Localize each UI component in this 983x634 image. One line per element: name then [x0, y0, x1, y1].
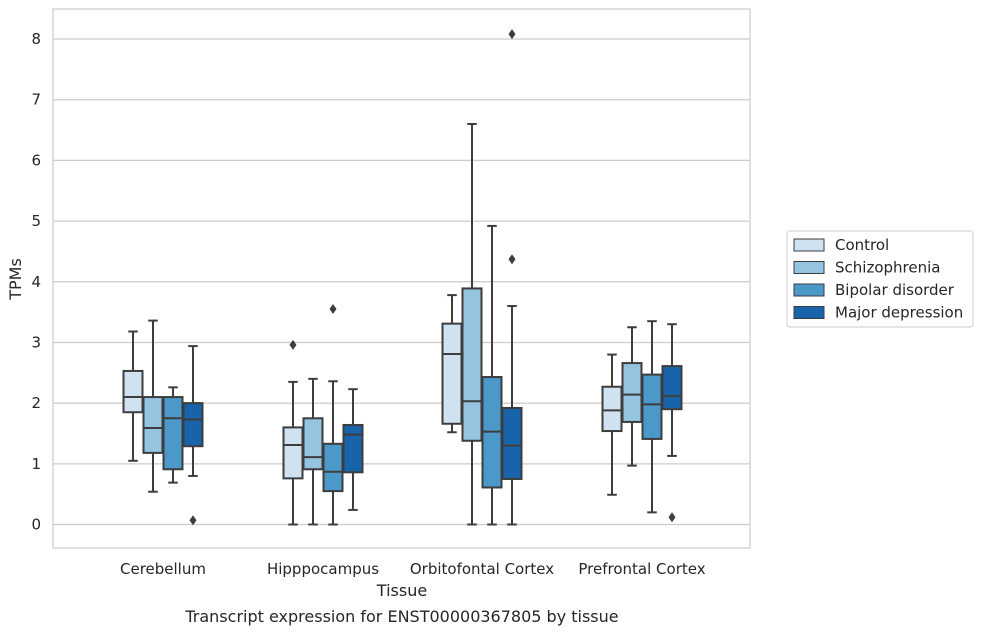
y-tick-label: 7	[31, 91, 41, 109]
series-control	[122, 294, 623, 526]
box-hipppocampus	[302, 377, 324, 526]
legend-label: Major depression	[835, 304, 963, 322]
legend-frame	[786, 230, 974, 328]
series-schizophrenia	[142, 122, 643, 526]
box-orbitofontal-cortex	[501, 29, 523, 526]
y-tick-labels: 0 1 2 3 4 5 6 7 8	[31, 30, 41, 534]
y-tick-label: 8	[31, 30, 41, 48]
outlier-point	[189, 515, 197, 526]
box-iqr	[162, 396, 184, 471]
outlier-point	[289, 339, 297, 350]
box-iqr	[661, 365, 683, 411]
y-tick-label: 2	[31, 394, 41, 412]
legend-label: Control	[835, 236, 889, 254]
box-hipppocampus	[322, 304, 344, 526]
box-iqr	[601, 385, 623, 433]
x-tick-labels: Cerebellum Hipppocampus Orbitofontal Corte…	[120, 560, 706, 578]
box-iqr	[641, 373, 663, 440]
box-cerebellum	[122, 330, 144, 462]
legend-label: Schizophrenia	[835, 259, 940, 277]
box-orbitofontal-cortex	[461, 122, 483, 526]
legend-swatch	[793, 283, 825, 297]
y-tick-label: 0	[31, 516, 41, 534]
outlier-point	[329, 304, 337, 315]
legend: Control Schizophrenia Bipolar disorder Majo…	[786, 230, 974, 328]
outlier-point	[508, 254, 516, 265]
box-iqr	[441, 322, 463, 425]
chart-caption: Transcript expression for ENST0000036780…	[184, 607, 618, 626]
outlier-point	[668, 512, 676, 523]
box-prefrontal-cortex	[641, 320, 663, 514]
legend-swatch	[793, 261, 825, 274]
x-tick-label: Hipppocampus	[267, 560, 379, 578]
box-orbitofontal-cortex	[481, 224, 503, 526]
x-tick-label: Orbitofontal Cortex	[410, 560, 554, 578]
box-iqr	[182, 402, 204, 448]
x-tick-label: Prefrontal Cortex	[578, 560, 705, 578]
x-axis-label: Tissue	[376, 581, 427, 600]
box-iqr	[501, 406, 523, 480]
box-prefrontal-cortex	[601, 353, 623, 496]
box-plot-series	[122, 29, 683, 526]
box-iqr	[282, 426, 304, 480]
y-tick-label: 4	[31, 273, 41, 291]
box-iqr	[342, 423, 364, 474]
y-axis-label: TPMs	[6, 258, 25, 301]
x-tick-label: Cerebellum	[120, 560, 206, 578]
legend-label: Bipolar disorder	[835, 281, 955, 299]
box-cerebellum	[162, 386, 184, 484]
box-iqr	[621, 362, 643, 423]
series-bipolar-disorder	[162, 224, 663, 526]
box-iqr	[142, 396, 164, 454]
box-iqr	[461, 287, 483, 442]
outlier-point	[508, 29, 516, 40]
plot-area-frame	[52, 8, 751, 549]
box-orbitofontal-cortex	[441, 294, 463, 434]
box-prefrontal-cortex	[661, 323, 683, 523]
legend-swatch	[793, 306, 825, 319]
series-major-depression	[182, 29, 683, 526]
y-tick-label: 1	[31, 455, 41, 473]
box-iqr	[322, 442, 344, 493]
box-iqr	[302, 417, 324, 471]
box-cerebellum	[182, 345, 204, 526]
y-tick-label: 6	[31, 151, 41, 169]
box-iqr	[122, 369, 144, 414]
box-prefrontal-cortex	[621, 326, 643, 467]
box-hipppocampus	[282, 339, 304, 526]
box-hipppocampus	[342, 388, 364, 511]
y-tick-label: 3	[31, 333, 41, 351]
y-tick-label: 5	[31, 212, 41, 230]
box-cerebellum	[142, 319, 164, 493]
legend-swatch	[793, 238, 825, 252]
